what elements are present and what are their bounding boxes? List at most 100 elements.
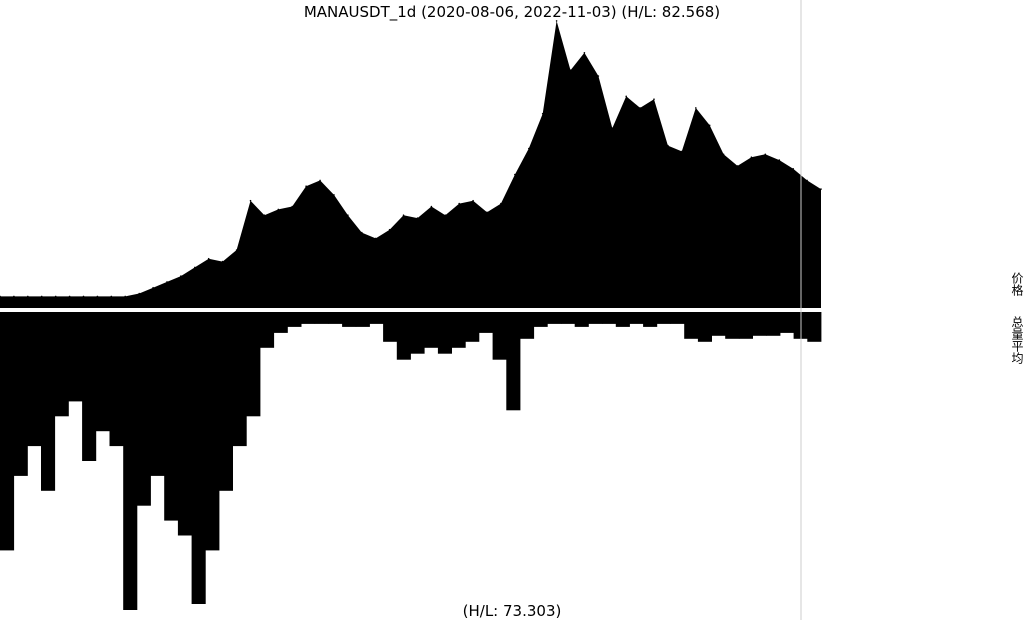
volume-average-side-label: 总量平均 [1010,316,1024,364]
volume-bar [27,312,42,447]
price-point [528,147,530,150]
price-point [333,194,335,196]
volume-bar [13,312,28,476]
price-point [555,20,558,22]
volume-bar [218,312,233,491]
price-point [569,69,572,71]
price-point [750,156,753,158]
price-point [806,179,808,182]
volume-bar [656,312,671,324]
volume-bar [232,312,247,447]
price-point [792,168,794,170]
volume-bar [205,312,220,551]
volume-bar [465,312,480,342]
volume-bar [752,312,767,336]
volume-bar [437,312,452,354]
volume-bar [150,312,165,476]
price-point [305,185,307,187]
volume-bar [82,312,97,461]
volume-bar [492,312,507,360]
volume-chart-title: (H/L: 73.303) [463,602,562,620]
volume-bar [629,312,644,324]
price-point [40,295,43,298]
price-point [820,188,822,190]
volume-bar [164,312,179,521]
price-point [472,199,474,202]
price-point [207,257,210,260]
price-point [514,173,516,176]
price-point [180,275,182,277]
price-point [54,295,57,298]
volume-bar [314,312,329,324]
volume-bar [684,312,699,339]
price-point [96,295,99,298]
price-point [194,266,196,269]
volume-bar [561,312,576,324]
volume-bar [766,312,781,336]
volume-bar [273,312,288,333]
volume-bar [533,312,548,327]
price-point [611,127,614,129]
volume-bar [478,312,493,333]
volume-bar [725,312,740,339]
volume-bar [451,312,466,348]
price-point [277,208,280,211]
volume-bar [410,312,425,354]
volume-bar [520,312,535,339]
price-point [374,237,377,240]
price-series [0,20,822,309]
volume-bar [68,312,83,402]
price-point [235,249,238,251]
price-point [110,295,113,298]
volume-bar [54,312,69,417]
price-point [597,75,600,77]
volume-bar [615,312,630,327]
price-point [681,150,683,153]
volume-bar [807,312,822,342]
price-point [541,112,544,115]
price-point [361,231,363,234]
price-point [722,153,725,156]
volume-bar [711,312,726,336]
volume-bar [342,312,357,327]
price-point [625,95,627,98]
volume-bar [547,312,562,324]
price-point [444,214,447,216]
price-point [0,295,1,298]
price-chart-title: MANAUSDT_1d (2020-08-06, 2022-11-03) (H/… [304,3,720,22]
price-point [764,153,767,156]
volume-bar [697,312,712,342]
price-point [736,165,739,167]
volume-bar [738,312,753,339]
price-point [486,211,488,214]
volume-bar [41,312,56,491]
volume-bar [396,312,411,360]
price-point [695,107,697,109]
price-point [639,107,641,109]
volume-bar [588,312,603,324]
price-point [291,205,294,208]
price-point [458,202,461,205]
price-point [388,228,391,231]
price-side-label: 价格 [1010,272,1024,296]
price-point [319,179,321,182]
price-point [402,214,405,216]
price-point [221,260,224,263]
volume-bar [506,312,521,411]
volume-bar [0,312,15,551]
price-point [708,124,711,127]
volume-bar [123,312,138,610]
price-point [152,286,154,289]
price-point [138,292,140,295]
volume-bar [670,312,685,324]
price-point [166,281,168,283]
price-point [13,295,15,298]
price-point [430,205,433,208]
price-point [82,295,85,298]
price-point [249,199,252,202]
volume-bar [355,312,370,327]
price-point [27,295,29,298]
price-point [347,214,349,216]
volume-bar [369,312,384,324]
price-point [778,159,781,161]
